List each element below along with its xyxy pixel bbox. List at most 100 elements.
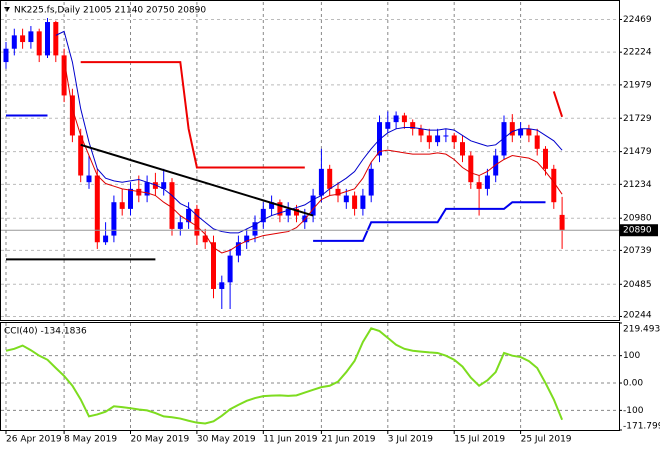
y-tick-label: 20980 bbox=[623, 214, 652, 224]
candle-body bbox=[128, 188, 133, 209]
indicator-line bbox=[6, 114, 546, 242]
candle-body bbox=[202, 235, 208, 243]
candle-body bbox=[468, 155, 474, 183]
candle-body bbox=[186, 208, 192, 223]
x-tick-label: 8 May 2019 bbox=[64, 435, 117, 445]
candle-body bbox=[360, 195, 366, 209]
candle-body bbox=[53, 22, 59, 56]
indicator-line bbox=[63, 59, 563, 254]
y-tick-label: -100 bbox=[623, 406, 644, 416]
y-tick-label: 0.00 bbox=[623, 379, 643, 389]
candle-body bbox=[377, 122, 382, 156]
y-tick-label: 20244 bbox=[623, 311, 652, 321]
cci-title: CCI(40) -134.1836 bbox=[4, 327, 87, 337]
x-tick-label: 15 Jul 2019 bbox=[454, 435, 505, 445]
candle-body bbox=[385, 122, 391, 129]
candle-body bbox=[418, 128, 424, 136]
candle-body bbox=[78, 135, 84, 176]
candle-body bbox=[177, 222, 183, 229]
candle-body bbox=[20, 35, 26, 43]
candle-body bbox=[61, 55, 67, 96]
candle-body bbox=[509, 122, 515, 136]
x-tick-label: 11 Jun 2019 bbox=[263, 435, 317, 445]
candle-body bbox=[327, 168, 333, 189]
candle-body bbox=[435, 135, 441, 143]
candle-body bbox=[244, 235, 250, 243]
candle-body bbox=[111, 202, 117, 236]
candle-body bbox=[352, 195, 358, 209]
candle-body bbox=[393, 115, 399, 123]
y-tick-label: 21729 bbox=[623, 114, 652, 124]
candle-body bbox=[335, 188, 341, 196]
current-price-label: 20890 bbox=[623, 226, 652, 236]
candle-body bbox=[227, 255, 233, 283]
y-tick-label: 20739 bbox=[623, 246, 652, 256]
candle-body bbox=[518, 128, 524, 136]
candle-body bbox=[252, 222, 258, 236]
candle-body bbox=[94, 175, 100, 243]
x-tick-label: 21 Jun 2019 bbox=[321, 435, 375, 445]
candle-body bbox=[69, 95, 75, 136]
x-tick-label: 30 May 2019 bbox=[197, 435, 256, 445]
candle-body bbox=[260, 208, 266, 223]
candle-body bbox=[28, 31, 34, 43]
candle-body bbox=[410, 122, 416, 129]
candle-body bbox=[285, 208, 291, 216]
candle-body bbox=[161, 182, 167, 189]
cci-line bbox=[5, 327, 564, 425]
candle-body bbox=[86, 175, 92, 183]
y-tick-label: 21479 bbox=[623, 147, 652, 157]
candle-body bbox=[526, 128, 532, 136]
y-tick-label: 22469 bbox=[623, 15, 652, 25]
candle-body bbox=[310, 195, 316, 216]
candle-body bbox=[551, 168, 557, 203]
indicator-line bbox=[55, 30, 563, 234]
current-price-box bbox=[620, 224, 658, 237]
candle-body bbox=[36, 31, 42, 56]
price-panel bbox=[0, 0, 620, 321]
candle-body bbox=[119, 202, 125, 209]
candle-body bbox=[451, 135, 457, 143]
candle-body bbox=[45, 22, 50, 56]
candle-body bbox=[484, 175, 490, 189]
candle-body bbox=[368, 168, 374, 196]
candle-body bbox=[152, 182, 158, 189]
y-tick-label: 22224 bbox=[623, 48, 652, 58]
candle-body bbox=[426, 135, 432, 143]
candle-body bbox=[534, 135, 540, 149]
candle-body bbox=[136, 188, 142, 196]
candle-body bbox=[3, 48, 9, 63]
indicator-line bbox=[80, 61, 564, 169]
x-tick-label: 3 Jul 2019 bbox=[388, 435, 433, 445]
candle-body bbox=[11, 35, 17, 49]
candle-body bbox=[169, 182, 175, 229]
candle-body bbox=[219, 282, 225, 289]
candle-body bbox=[401, 115, 407, 123]
candle-body bbox=[543, 148, 548, 169]
candle-body bbox=[277, 202, 283, 216]
candle-body bbox=[194, 208, 200, 236]
candle-body bbox=[103, 235, 109, 243]
candle-body bbox=[343, 195, 349, 203]
candle-body bbox=[476, 182, 482, 189]
trend-line bbox=[80, 143, 314, 217]
candle-body bbox=[269, 202, 275, 209]
y-tick-label: -171.7998 bbox=[623, 422, 660, 432]
chart-title: NK225.fs,Daily 21005 21140 20750 20890 bbox=[14, 6, 206, 16]
candle-body bbox=[493, 155, 499, 176]
candle-body bbox=[144, 182, 150, 196]
cci-panel bbox=[0, 322, 620, 431]
candle-body bbox=[443, 135, 449, 137]
candle-body bbox=[501, 122, 507, 156]
candle-body bbox=[211, 242, 216, 289]
y-tick-label: 21979 bbox=[623, 80, 652, 90]
x-tick-label: 26 Apr 2019 bbox=[6, 435, 62, 445]
candle-body bbox=[460, 142, 465, 156]
candle-body bbox=[559, 214, 565, 231]
x-tick-label: 25 Jul 2019 bbox=[521, 435, 572, 445]
candle-body bbox=[235, 242, 241, 256]
y-tick-label: 21234 bbox=[623, 180, 652, 190]
x-tick-label: 20 May 2019 bbox=[131, 435, 190, 445]
